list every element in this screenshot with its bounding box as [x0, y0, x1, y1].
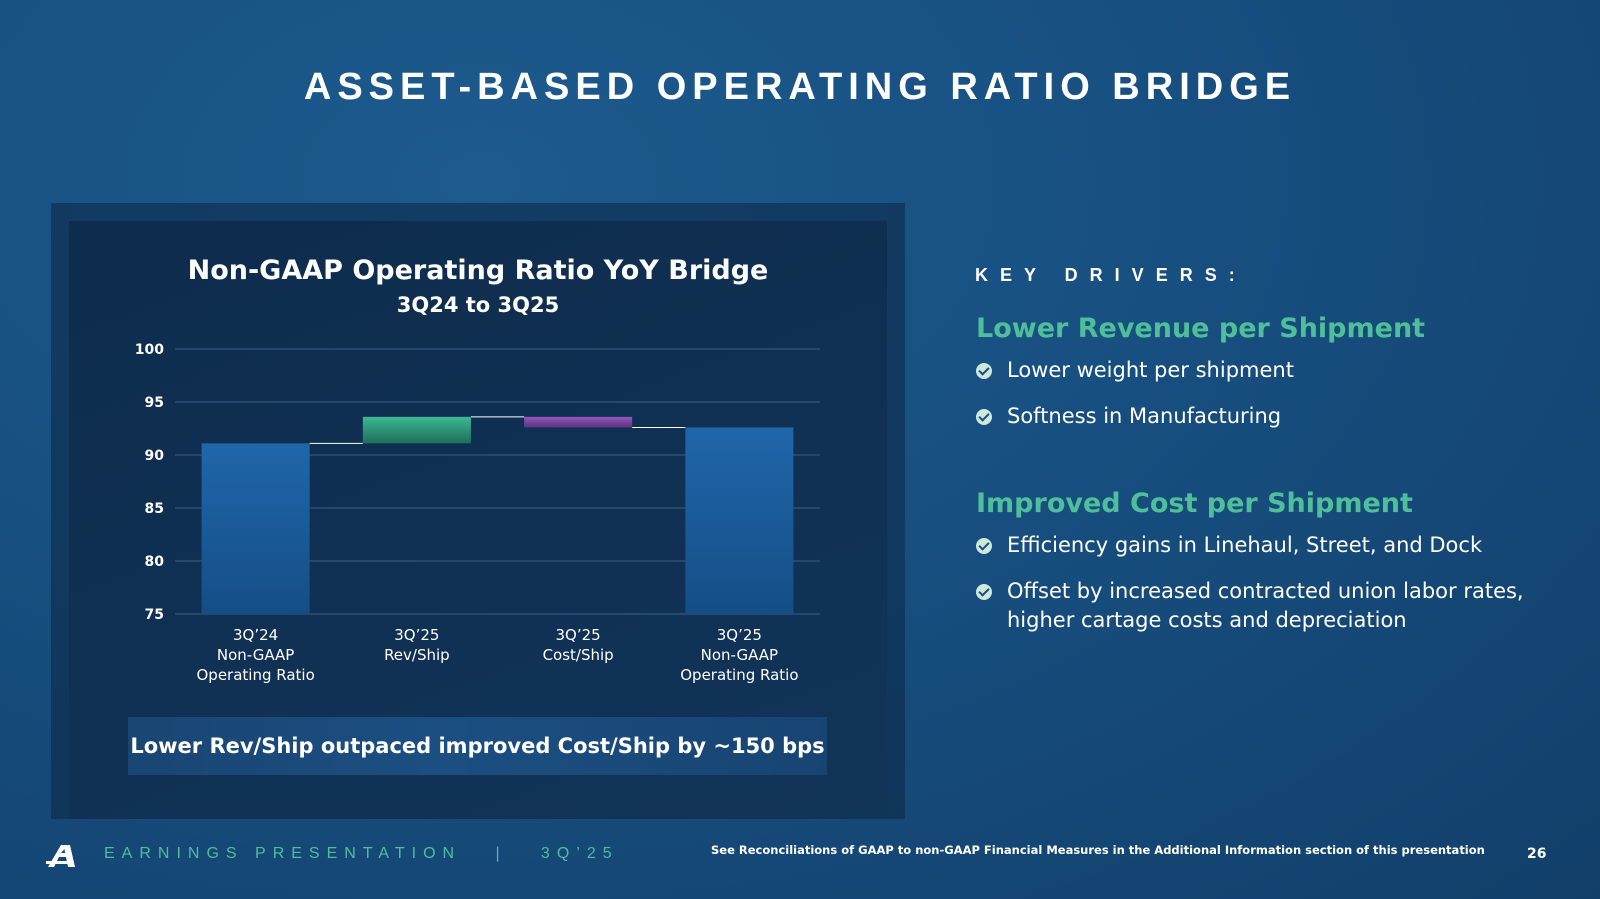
driver-section-revenue: Lower Revenue per Shipment Lower weight …: [976, 313, 1576, 448]
footer-brand: EARNINGS PRESENTATION | 3Q’25: [104, 845, 619, 862]
slide-title: ASSET-BASED OPERATING RATIO BRIDGE: [303, 66, 1297, 108]
driver-item: Offset by increased contracted union lab…: [976, 577, 1576, 635]
key-drivers-heading: KEY DRIVERS:: [975, 265, 1247, 285]
y-tick-label: 90: [145, 448, 165, 464]
driver-item-text: Softness in Manufacturing: [1007, 404, 1282, 428]
y-tick-label: 85: [145, 501, 164, 517]
x-category-label: 3Q’25: [717, 626, 762, 644]
check-circle-icon: [976, 363, 992, 379]
y-tick-label: 95: [145, 395, 164, 411]
check-circle-icon: [976, 538, 992, 554]
chart-title: Non-GAAP Operating Ratio YoY Bridge: [187, 255, 769, 286]
callout-text: Lower Rev/Ship outpaced improved Cost/Sh…: [130, 734, 825, 758]
x-category-label: Non-GAAP: [701, 646, 778, 664]
driver-list: Efficiency gains in Linehaul, Street, an…: [976, 531, 1576, 635]
chart-subtitle: 3Q24 to 3Q25: [396, 293, 560, 317]
total-bar: [201, 443, 310, 614]
driver-list: Lower weight per shipment Softness in Ma…: [976, 356, 1576, 431]
driver-item-text: Efficiency gains in Linehaul, Street, an…: [1007, 533, 1483, 557]
y-tick-label: 100: [135, 342, 164, 358]
driver-item-text: Offset by increased contracted union lab…: [1007, 579, 1524, 632]
decrease-bar: [524, 416, 633, 428]
footer-note: See Reconciliations of GAAP to non-GAAP …: [711, 843, 1485, 857]
check-circle-icon: [976, 409, 992, 425]
x-category-label: Rev/Ship: [384, 646, 450, 664]
x-category-label: Cost/Ship: [543, 646, 614, 664]
x-category-label: Operating Ratio: [196, 666, 314, 684]
total-bar: [685, 427, 794, 614]
driver-title: Lower Revenue per Shipment: [976, 313, 1426, 344]
check-circle-icon: [976, 584, 992, 600]
driver-title: Improved Cost per Shipment: [976, 488, 1413, 519]
y-tick-label: 80: [145, 554, 165, 570]
x-category-label: Non-GAAP: [217, 646, 294, 664]
driver-item: Efficiency gains in Linehaul, Street, an…: [976, 531, 1576, 560]
driver-section-cost: Improved Cost per Shipment Efficiency ga…: [976, 488, 1576, 652]
driver-item-text: Lower weight per shipment: [1007, 358, 1294, 382]
driver-item: Lower weight per shipment: [976, 356, 1576, 385]
increase-bar: [362, 416, 471, 444]
x-category-label: 3Q’25: [394, 626, 439, 644]
page-number: 26: [1527, 846, 1547, 862]
x-category-label: Operating Ratio: [680, 666, 798, 684]
chart-callout: Lower Rev/Ship outpaced improved Cost/Sh…: [128, 717, 827, 775]
x-category-label: 3Q’24: [233, 626, 278, 644]
driver-item: Softness in Manufacturing: [976, 402, 1576, 431]
y-tick-label: 75: [145, 607, 164, 623]
company-logo-icon: [46, 845, 75, 867]
x-category-label: 3Q’25: [556, 626, 601, 644]
